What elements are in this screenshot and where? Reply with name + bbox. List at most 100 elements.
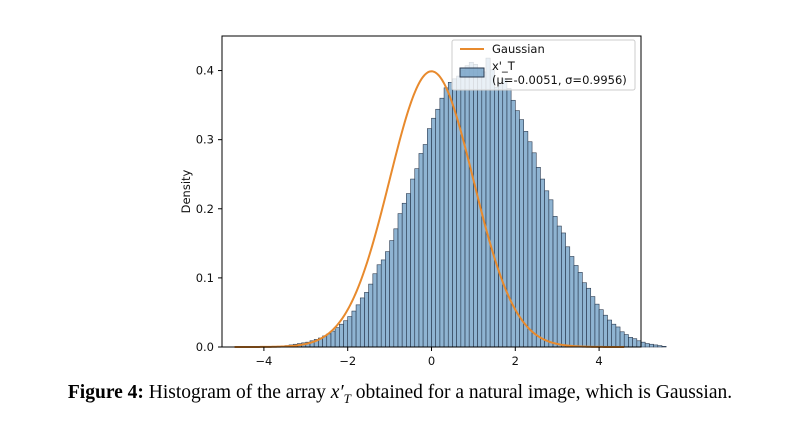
histogram-bar <box>590 296 596 348</box>
histogram-bar <box>401 202 407 348</box>
histogram-bar <box>385 251 390 348</box>
histogram-bar <box>326 333 332 348</box>
histogram-bar <box>561 232 566 348</box>
histogram-bar <box>506 88 512 348</box>
caption-text-before: Histogram of the array <box>143 382 331 403</box>
x-tick-label: −2 <box>339 354 356 368</box>
legend-swatch-histogram <box>459 67 485 78</box>
histogram-bar <box>594 303 600 348</box>
histogram-bar <box>464 65 470 348</box>
histogram-bar <box>468 61 474 348</box>
histogram-bar <box>598 309 604 348</box>
histogram-bar <box>372 273 378 348</box>
caption-math-var: x′T <box>330 382 351 406</box>
histogram-bar <box>414 168 420 348</box>
histogram-bar <box>565 246 571 348</box>
y-tick-label: 0.4 <box>196 64 214 78</box>
caption-lead: Figure 4: <box>67 382 144 403</box>
histogram-bar <box>452 78 457 348</box>
caption-math-subscript: T <box>343 390 351 406</box>
histogram-bar <box>661 346 667 348</box>
legend-box <box>451 39 636 91</box>
histogram-bar <box>540 178 545 348</box>
histogram-bar <box>619 331 625 348</box>
histogram-bar <box>544 190 550 348</box>
histogram-bar <box>649 343 654 348</box>
caption-math-symbol: x <box>330 382 340 403</box>
histogram-bar <box>443 87 449 348</box>
histogram-bar <box>607 319 612 348</box>
histogram-bar <box>640 341 646 348</box>
histogram-bar <box>389 240 395 348</box>
histogram-bar <box>439 97 445 348</box>
caption-math-prime: ′ <box>339 382 344 403</box>
histogram-bar <box>586 287 592 348</box>
histogram-bar <box>535 167 541 348</box>
gaussian-curve-layer <box>234 70 625 348</box>
y-axis-title: Density <box>179 169 193 213</box>
histogram-bar <box>494 86 499 348</box>
histogram-bar <box>393 228 399 348</box>
histogram-bar <box>364 292 369 348</box>
histogram-bar <box>460 70 466 348</box>
histogram-bar <box>632 338 638 348</box>
legend: Gaussian x'_T (μ=-0.0051, σ=0.9956) <box>451 39 636 91</box>
legend-label-histogram-line1: x'_T <box>492 59 516 73</box>
histogram-bar <box>502 78 508 348</box>
histogram-bar <box>611 323 617 348</box>
x-tick-label: −4 <box>255 354 272 368</box>
y-tick-label: 0.2 <box>196 202 214 216</box>
histogram-bar <box>359 297 365 348</box>
y-tick-label: 0.3 <box>196 133 214 147</box>
histogram-bar <box>427 128 432 348</box>
histogram-bar <box>653 344 659 348</box>
histogram-bar <box>368 283 374 348</box>
histogram-bar <box>636 340 642 348</box>
histogram-bar <box>410 178 416 348</box>
histogram-bar <box>435 108 441 348</box>
histogram-bar <box>556 225 562 348</box>
caption-text-after: obtained for a natural image, which is G… <box>350 382 733 403</box>
histogram-bar <box>623 334 629 348</box>
histogram-bar <box>527 141 533 348</box>
histogram-bar <box>380 259 386 348</box>
x-tick-label: 2 <box>512 354 519 368</box>
histogram-bar <box>406 193 411 348</box>
histogram-bar <box>447 82 453 348</box>
histogram-bar <box>431 117 436 348</box>
histogram-bar <box>347 316 353 348</box>
histogram-bar <box>628 337 633 348</box>
x-tick-label: 0 <box>428 354 435 368</box>
y-tick-label: 0.0 <box>196 340 214 354</box>
histogram-bar <box>376 264 382 348</box>
gaussian-curve <box>234 70 625 348</box>
histogram-bar <box>615 326 621 348</box>
x-tick-label: 4 <box>595 354 602 368</box>
histogram-bar <box>334 327 340 348</box>
histogram-bar <box>602 314 608 348</box>
histogram-bar <box>498 83 504 348</box>
histogram-bar <box>573 265 579 348</box>
figure-caption: Figure 4: Histogram of the array x′T obt… <box>0 382 800 407</box>
histogram-bar <box>552 216 558 348</box>
histogram-bar <box>418 153 424 348</box>
histogram-bar <box>397 213 403 348</box>
histogram-bar <box>644 343 650 348</box>
histogram-bar <box>582 282 587 348</box>
x-axis-ticks: −4 −2 0 2 4 <box>255 347 603 368</box>
histogram-bar <box>351 310 357 348</box>
histogram-bar <box>473 64 478 348</box>
histogram-bar <box>531 152 537 348</box>
histogram-bar <box>355 304 361 348</box>
histogram-bar <box>519 119 524 348</box>
histogram-bar <box>343 320 349 348</box>
histogram-bar <box>569 256 575 348</box>
histogram-bar <box>577 272 583 348</box>
histogram-bar <box>330 330 336 348</box>
histogram-bar <box>548 199 554 348</box>
histogram-bar <box>339 323 344 348</box>
histogram-bar <box>523 131 529 348</box>
histogram-bars <box>284 57 667 348</box>
y-tick-label: 0.1 <box>196 271 214 285</box>
